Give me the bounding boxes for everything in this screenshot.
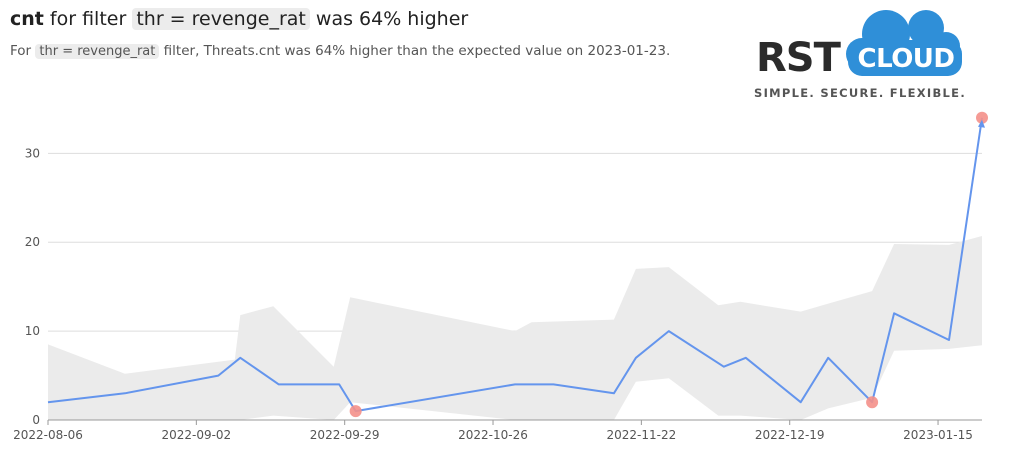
x-tick-label-2022-09-29: 2022-09-29: [310, 428, 380, 442]
title-end: was 64% higher: [315, 8, 469, 30]
x-tick-label-2022-09-02: 2022-09-02: [161, 428, 231, 442]
x-tick-label-2022-10-26: 2022-10-26: [458, 428, 528, 442]
logo-rst-text: RST: [756, 35, 841, 81]
anomaly-point-2023-01-23: [976, 111, 988, 124]
series-line-0: [47, 117, 983, 413]
spike-arrowhead: [978, 119, 985, 128]
cloud-icon: [846, 10, 962, 76]
anomaly-layer: [349, 111, 988, 418]
title-filter-chip: thr = revenge_rat: [132, 8, 310, 30]
y-tick-label-0: 0: [32, 413, 40, 427]
y-tick-layer: 0 10 20 30: [25, 146, 40, 427]
anomaly-point-2023-01-03: [866, 396, 879, 409]
logo-tagline: SIMPLE. SECURE. FLEXIBLE.: [754, 86, 966, 100]
y-tick-label-20: 20: [25, 235, 40, 249]
chart-subtitle: For thr = revenge_rat filter, Threats.cn…: [10, 43, 670, 59]
axis-layer: [47, 419, 982, 425]
x-tick-label-2022-12-19: 2022-12-19: [755, 428, 825, 442]
x-tick-label-2022-08-06: 2022-08-06: [13, 428, 83, 442]
x-tick-label-2022-11-22: 2022-11-22: [606, 428, 676, 442]
rst-cloud-logo: RST CLOUD SIMPLE. SECURE. FLEXIBLE.: [750, 6, 966, 106]
x-tick-label-2023-01-15: 2023-01-15: [903, 428, 973, 442]
series-layer: [47, 117, 983, 413]
expected-range-band: [48, 236, 982, 420]
y-tick-label-30: 30: [25, 146, 40, 160]
expected-range-layer: [48, 236, 982, 420]
subtitle-filter-chip: thr = revenge_rat: [35, 44, 160, 59]
title-metric: cnt: [10, 8, 44, 30]
y-tick-label-10: 10: [25, 324, 40, 338]
chart-title: cnt for filter thr = revenge_rat was 64%…: [10, 8, 468, 30]
title-mid: for filter: [49, 8, 127, 30]
anomaly-point-2022-10-01: [349, 405, 362, 418]
x-tick-layer: 2022-08-06 2022-09-02 2022-09-29 2022-10-26…: [13, 428, 973, 442]
subtitle-pre: For: [10, 43, 32, 59]
subtitle-post: filter, Threats.cnt was 64% higher than …: [163, 43, 671, 59]
logo-cloud-text: CLOUD: [857, 44, 955, 74]
